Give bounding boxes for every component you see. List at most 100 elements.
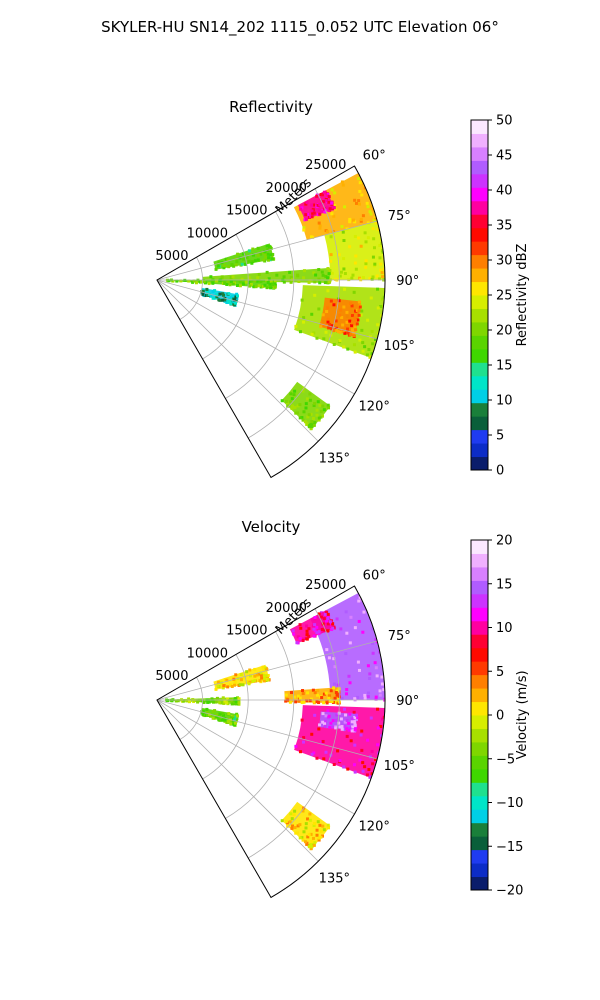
echo-speckle — [175, 279, 179, 283]
echo-speckle — [345, 692, 349, 696]
echo-speckle — [229, 302, 233, 306]
echo-speckle — [313, 293, 317, 297]
echo-speckle — [307, 413, 311, 417]
echo-speckle — [225, 678, 229, 682]
echo-speckle — [326, 612, 330, 616]
echo-speckle — [221, 292, 225, 296]
echo-speckle — [321, 739, 325, 743]
echo-speckle — [312, 627, 316, 631]
echo-speckle — [317, 631, 321, 635]
echo-speckle — [346, 767, 350, 771]
angle-tick-label: 60° — [363, 569, 386, 584]
echo-speckle — [266, 673, 270, 677]
echo-speckle — [307, 634, 311, 638]
echo-speckle — [359, 313, 363, 317]
sector-frame — [156, 165, 386, 479]
echo-speckle — [235, 712, 239, 716]
echo-speckle — [291, 404, 295, 408]
echo-speckle — [321, 824, 325, 828]
echo-speckle — [284, 819, 288, 823]
echo-speckle — [259, 671, 263, 675]
echo-speckle — [353, 325, 357, 329]
echo-speckle — [232, 714, 236, 718]
echo-speckle — [181, 699, 185, 703]
echo-speckle — [333, 696, 337, 700]
echo-speckle — [310, 425, 314, 429]
echo-speckle — [371, 227, 375, 231]
azimuth-spoke — [156, 699, 378, 760]
echo-speckle — [343, 272, 347, 276]
echo-speckle — [262, 679, 266, 683]
colorbar-swatch — [471, 661, 488, 676]
echo-speckle — [332, 762, 336, 766]
echo-speckle — [326, 267, 330, 271]
echo-speckle — [214, 700, 218, 704]
echo-speckle — [374, 337, 378, 341]
echo-speckle — [355, 322, 359, 326]
colorbar-swatch — [471, 200, 488, 215]
echo-speckle — [298, 330, 302, 334]
echo-speckle — [340, 727, 344, 731]
echo-speckle — [215, 293, 219, 297]
colorbar-swatch — [471, 456, 488, 471]
echo-speckle — [205, 289, 209, 293]
echo-speckle — [346, 331, 350, 335]
echo-speckle — [323, 628, 327, 632]
echo-speckle — [301, 639, 305, 643]
echo-speckle — [360, 193, 364, 197]
echo-speckle — [361, 214, 365, 218]
azimuth-spoke — [156, 699, 355, 815]
echo-speckle — [337, 697, 341, 701]
echo-speckle — [348, 217, 352, 221]
colorbar-swatch — [471, 701, 488, 716]
echo-speckle — [317, 221, 321, 225]
echo-speckle — [363, 696, 367, 700]
echo-speckle — [284, 693, 288, 697]
echo-speckle — [309, 832, 313, 836]
echo-speckle — [367, 767, 371, 771]
echo-speckle — [365, 201, 369, 205]
echo-speckle — [354, 201, 358, 205]
echo-speckle — [350, 328, 354, 332]
colorbar-tick-label: 0 — [496, 464, 504, 479]
echo-speckle — [293, 826, 297, 830]
echo-speckle — [324, 714, 328, 718]
echo-speckle — [252, 285, 256, 289]
echo-speckle — [325, 725, 329, 729]
echo-speckle — [311, 836, 315, 840]
echo-speckle — [237, 697, 241, 701]
colorbar-tick-label: −10 — [496, 796, 523, 811]
echo-speckle — [317, 418, 321, 422]
echo-speckle — [375, 274, 379, 278]
echo-speckle — [348, 245, 352, 249]
echo-speckle — [223, 699, 227, 703]
echo-speckle — [318, 823, 322, 827]
echo-speckle — [302, 736, 306, 740]
echo-speckle — [300, 298, 304, 302]
echo-speckle — [339, 717, 343, 721]
echo-speckle — [325, 310, 329, 314]
echo-speckle — [368, 672, 372, 676]
echo-speckle — [207, 712, 211, 716]
echo-speckle — [253, 259, 257, 263]
radial-tick-label: 10000 — [187, 226, 228, 241]
echo-speckle — [382, 267, 385, 271]
radial-tick-label: 5000 — [155, 249, 188, 264]
echo-speckle — [334, 691, 338, 695]
echo-speckle — [293, 406, 297, 410]
colorbar-swatch — [471, 647, 488, 662]
echo-speckle — [357, 236, 361, 240]
echo-speckle — [321, 404, 325, 408]
echo-speckle — [245, 670, 249, 674]
echo-speckle — [232, 294, 236, 298]
echo-speckle — [237, 701, 241, 705]
echo-speckle — [244, 280, 248, 284]
echo-speckle — [340, 180, 344, 184]
colorbar-tick-label: 10 — [496, 394, 513, 409]
echo-speckle — [331, 723, 335, 727]
echo-speckle — [325, 610, 329, 614]
echo-speckle — [211, 700, 215, 704]
echo-speckle — [370, 204, 374, 208]
echo-speckle — [235, 260, 239, 264]
